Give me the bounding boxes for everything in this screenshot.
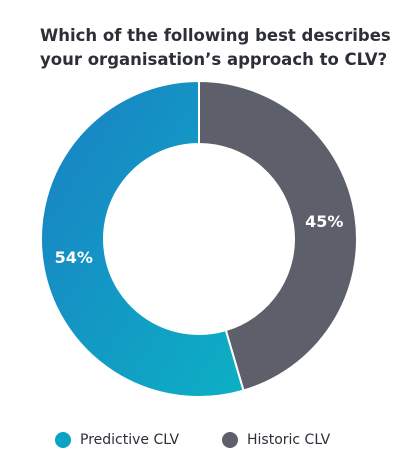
chart-title-line-2: your organisation’s approach to CLV? bbox=[40, 50, 388, 69]
legend-item-predictive-clv: Predictive CLV bbox=[55, 426, 179, 454]
chart-title-line-1: Which of the following best describes bbox=[40, 26, 391, 45]
legend: Predictive CLV Historic CLV bbox=[0, 426, 402, 454]
slice-historic-clv bbox=[198, 79, 358, 392]
slice-label-historic-clv: 45% bbox=[305, 212, 343, 231]
legend-item-historic-clv: Historic CLV bbox=[222, 426, 330, 454]
donut-slice-labels: 45% 54% bbox=[55, 212, 344, 267]
donut-slices bbox=[40, 79, 358, 398]
legend-swatch-predictive-clv bbox=[55, 432, 71, 448]
chart-title: Which of the following best describes yo… bbox=[40, 24, 391, 72]
legend-label-predictive-clv: Predictive CLV bbox=[80, 432, 180, 448]
slice-predictive-clv bbox=[40, 79, 245, 398]
legend-label-historic-clv: Historic CLV bbox=[247, 432, 331, 448]
slice-label-predictive-clv: 54% bbox=[55, 248, 93, 267]
legend-swatch-historic-clv bbox=[222, 432, 238, 448]
